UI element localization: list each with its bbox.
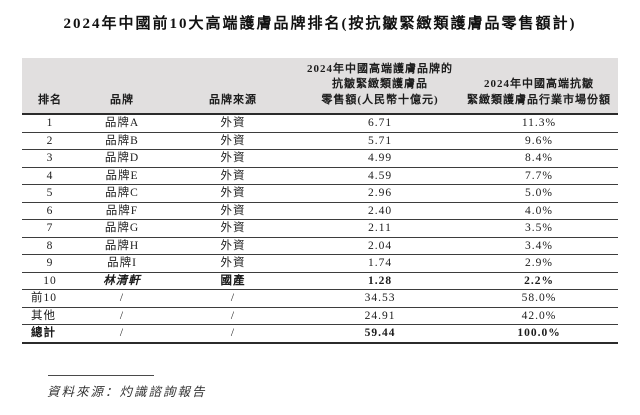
origin-cell: 外資 xyxy=(166,237,300,256)
rank-cell: 1 xyxy=(22,114,78,133)
share-cell: 2.2% xyxy=(460,272,618,291)
origin-cell: 外資 xyxy=(166,149,300,168)
brand-cell: 林清軒 xyxy=(78,272,166,291)
page-title: 2024年中國前10大高端護膚品牌排名(按抗皺緊緻類護膚品零售額計) xyxy=(63,16,577,32)
share-cell: 7.7% xyxy=(460,167,618,186)
origin-cell: 外資 xyxy=(166,167,300,186)
summary-label: 前10 xyxy=(22,289,78,308)
rank-cell: 6 xyxy=(22,202,78,221)
column-header-share-line1: 2024年中國高端抗皺 xyxy=(484,78,594,91)
table-row: 5 品牌C 外資 2.96 5.0% xyxy=(22,184,618,203)
origin-cell: / xyxy=(166,307,300,326)
table-row: 1 品牌A 外資 6.71 11.3% xyxy=(22,114,618,133)
share-cell: 3.5% xyxy=(460,219,618,238)
summary-row-total: 總計 / / 59.44 100.0% xyxy=(22,324,618,344)
retail-cell: 2.04 xyxy=(300,237,460,256)
origin-cell: 外資 xyxy=(166,114,300,133)
rank-cell: 5 xyxy=(22,184,78,203)
brand-cell: 品牌A xyxy=(78,114,166,133)
column-header-origin: 品牌來源 xyxy=(166,58,300,116)
brand-cell: 品牌H xyxy=(78,237,166,256)
summary-row-others: 其他 / / 24.91 42.0% xyxy=(22,307,618,326)
column-header-share-line2: 緊緻類護膚品行業市場份額 xyxy=(467,93,611,106)
retail-cell: 6.71 xyxy=(300,114,460,133)
origin-cell: 外資 xyxy=(166,202,300,221)
brand-cell: 品牌F xyxy=(78,202,166,221)
table-row: 4 品牌E 外資 4.59 7.7% xyxy=(22,167,618,186)
origin-cell: / xyxy=(166,289,300,308)
rank-cell: 7 xyxy=(22,219,78,238)
column-header-retail-line3: 零售額(人民幣十億元) xyxy=(321,93,439,106)
retail-cell: 1.28 xyxy=(300,272,460,291)
source-note: 資料來源：灼識諮詢報告 xyxy=(47,385,207,399)
rank-cell: 10 xyxy=(22,272,78,291)
summary-label: 其他 xyxy=(22,307,78,326)
rank-cell: 8 xyxy=(22,237,78,256)
retail-cell: 34.53 xyxy=(300,289,460,308)
brand-cell: / xyxy=(78,289,166,308)
retail-cell: 24.91 xyxy=(300,307,460,326)
brand-cell: 品牌I xyxy=(78,254,166,273)
column-header-retail: 2024年中國高端護膚品牌的 抗皺緊緻類護膚品 零售額(人民幣十億元) xyxy=(300,58,460,116)
brand-cell: 品牌B xyxy=(78,132,166,151)
retail-cell: 5.71 xyxy=(300,132,460,151)
share-cell: 8.4% xyxy=(460,149,618,168)
column-header-brand: 品牌 xyxy=(78,58,166,116)
table-row: 9 品牌I 外資 1.74 2.9% xyxy=(22,254,618,273)
retail-cell: 4.99 xyxy=(300,149,460,168)
brand-cell: / xyxy=(78,324,166,344)
rank-cell: 2 xyxy=(22,132,78,151)
header-row: 排名 品牌 品牌來源 2024年中國高端護膚品牌的 抗皺緊緻類護膚品 零售額(人… xyxy=(22,58,618,116)
share-cell: 58.0% xyxy=(460,289,618,308)
origin-cell: 外資 xyxy=(166,254,300,273)
rank-cell: 4 xyxy=(22,167,78,186)
table-row-linqingxuan: 10 林清軒 國產 1.28 2.2% xyxy=(22,272,618,291)
brand-cell: 品牌D xyxy=(78,149,166,168)
source-note-rule xyxy=(48,375,154,376)
share-cell: 11.3% xyxy=(460,114,618,133)
share-cell: 4.0% xyxy=(460,202,618,221)
table-row: 2 品牌B 外資 5.71 9.6% xyxy=(22,132,618,151)
share-cell: 3.4% xyxy=(460,237,618,256)
retail-cell: 2.40 xyxy=(300,202,460,221)
origin-cell: 外資 xyxy=(166,184,300,203)
share-cell: 100.0% xyxy=(460,324,618,344)
column-header-share: 2024年中國高端抗皺 緊緻類護膚品行業市場份額 xyxy=(460,58,618,116)
retail-cell: 2.96 xyxy=(300,184,460,203)
share-cell: 2.9% xyxy=(460,254,618,273)
brand-cell: / xyxy=(78,307,166,326)
retail-cell: 59.44 xyxy=(300,324,460,344)
column-header-rank: 排名 xyxy=(22,58,78,116)
brand-cell: 品牌E xyxy=(78,167,166,186)
brand-cell: 品牌G xyxy=(78,219,166,238)
table-row: 8 品牌H 外資 2.04 3.4% xyxy=(22,237,618,256)
rank-cell: 9 xyxy=(22,254,78,273)
summary-row-top10: 前10 / / 34.53 58.0% xyxy=(22,289,618,308)
column-header-retail-line2: 抗皺緊緻類護膚品 xyxy=(332,78,428,91)
origin-cell: 外資 xyxy=(166,219,300,238)
column-header-retail-line1: 2024年中國高端護膚品牌的 xyxy=(307,63,453,75)
share-cell: 9.6% xyxy=(460,132,618,151)
retail-cell: 2.11 xyxy=(300,219,460,238)
table-row: 6 品牌F 外資 2.40 4.0% xyxy=(22,202,618,221)
rank-cell: 3 xyxy=(22,149,78,168)
origin-cell: / xyxy=(166,324,300,344)
summary-label: 總計 xyxy=(22,324,78,344)
share-cell: 42.0% xyxy=(460,307,618,326)
origin-cell: 外資 xyxy=(166,132,300,151)
table-row: 7 品牌G 外資 2.11 3.5% xyxy=(22,219,618,238)
origin-cell: 國產 xyxy=(166,272,300,291)
ranking-table: 排名 品牌 品牌來源 2024年中國高端護膚品牌的 抗皺緊緻類護膚品 零售額(人… xyxy=(22,58,618,344)
ranking-table-container: 排名 品牌 品牌來源 2024年中國高端護膚品牌的 抗皺緊緻類護膚品 零售額(人… xyxy=(22,58,618,344)
brand-cell: 品牌C xyxy=(78,184,166,203)
retail-cell: 4.59 xyxy=(300,167,460,186)
table-row: 3 品牌D 外資 4.99 8.4% xyxy=(22,149,618,168)
retail-cell: 1.74 xyxy=(300,254,460,273)
share-cell: 5.0% xyxy=(460,184,618,203)
